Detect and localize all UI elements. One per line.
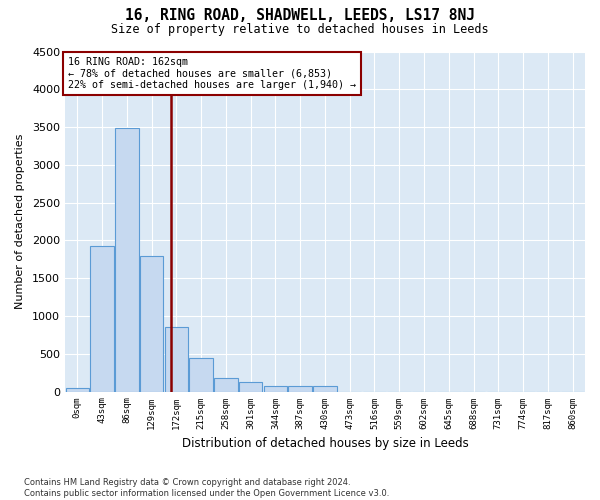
Bar — [140, 256, 163, 392]
Bar — [214, 378, 238, 392]
Bar — [65, 388, 89, 392]
Bar — [239, 382, 262, 392]
Text: Contains HM Land Registry data © Crown copyright and database right 2024.
Contai: Contains HM Land Registry data © Crown c… — [24, 478, 389, 498]
Bar — [91, 246, 114, 392]
X-axis label: Distribution of detached houses by size in Leeds: Distribution of detached houses by size … — [182, 437, 469, 450]
Bar — [190, 358, 213, 392]
Text: 16, RING ROAD, SHADWELL, LEEDS, LS17 8NJ: 16, RING ROAD, SHADWELL, LEEDS, LS17 8NJ — [125, 8, 475, 22]
Bar — [115, 128, 139, 392]
Bar — [289, 386, 312, 392]
Y-axis label: Number of detached properties: Number of detached properties — [15, 134, 25, 309]
Bar — [313, 386, 337, 392]
Text: 16 RING ROAD: 162sqm
← 78% of detached houses are smaller (6,853)
22% of semi-de: 16 RING ROAD: 162sqm ← 78% of detached h… — [68, 56, 356, 90]
Bar — [164, 328, 188, 392]
Text: Size of property relative to detached houses in Leeds: Size of property relative to detached ho… — [111, 22, 489, 36]
Bar — [263, 386, 287, 392]
